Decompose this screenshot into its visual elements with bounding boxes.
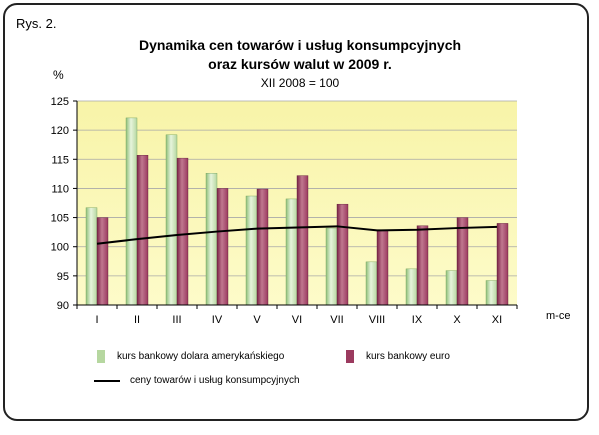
bar-usd	[205, 173, 218, 306]
bar-usd	[485, 280, 498, 306]
bar-eur	[416, 225, 429, 306]
bar-eur	[216, 188, 229, 306]
chart-subtitle: XII 2008 = 100	[260, 76, 340, 90]
bar-eur	[96, 217, 109, 306]
y-tick-label: 120	[51, 125, 69, 137]
legend-label-cpi: ceny towarów i usług konsumpcyjnych	[130, 375, 300, 386]
x-tick-label: XI	[492, 314, 502, 326]
y-axis-label: %	[53, 68, 64, 82]
x-tick-label: V	[253, 314, 261, 326]
bar-usd	[125, 117, 138, 306]
y-tick-label: 95	[57, 271, 69, 283]
x-tick-label: VI	[292, 314, 302, 326]
legend-swatch-cpi	[94, 379, 120, 382]
legend-swatch-usd	[97, 350, 105, 363]
x-tick-label: I	[95, 314, 98, 326]
legend-item-usd: kurs bankowy dolara amerykańskiego	[97, 350, 284, 363]
bar-eur	[456, 217, 469, 306]
bar-usd	[445, 270, 458, 306]
bar-eur	[296, 175, 309, 306]
bar-usd	[245, 195, 258, 306]
bar-eur	[336, 203, 349, 306]
bar-usd	[165, 134, 178, 306]
bar-eur	[136, 155, 149, 306]
bar-usd	[405, 268, 418, 306]
y-tick-label: 90	[57, 300, 69, 312]
x-tick-label: IX	[412, 314, 423, 326]
y-tick-label: 105	[51, 213, 69, 225]
bar-eur	[176, 157, 189, 306]
bar-eur	[376, 229, 389, 306]
legend-item-eur: kurs bankowy euro	[346, 350, 450, 363]
bar-eur	[256, 188, 269, 306]
legend-item-cpi: ceny towarów i usług konsumpcyjnych	[94, 375, 300, 386]
legend-label-eur: kurs bankowy euro	[366, 351, 450, 362]
y-tick-label: 125	[51, 96, 69, 108]
y-tick-label: 110	[51, 183, 69, 195]
bar-usd	[365, 261, 378, 306]
bar-usd	[85, 207, 98, 306]
chart-title-line1: Dynamika cen towarów i usług konsumpcyjn…	[138, 37, 462, 53]
bar-usd	[325, 227, 338, 306]
x-tick-label: II	[134, 314, 140, 326]
series-line-cpi	[96, 225, 498, 245]
x-tick-label: III	[172, 314, 181, 326]
x-tick-label: VIII	[369, 314, 386, 326]
x-tick-label: IV	[212, 314, 223, 326]
legend-label-usd: kurs bankowy dolara amerykańskiego	[117, 351, 285, 362]
chart-title-line2: oraz kursów walut w 2009 r.	[208, 56, 392, 72]
bar-usd	[285, 198, 298, 306]
x-tick-label: X	[453, 314, 461, 326]
x-axis-unit: m-ce	[546, 310, 571, 322]
legend-swatch-eur	[346, 350, 354, 363]
y-tick-label: 100	[51, 242, 69, 254]
x-tick-label: VII	[330, 314, 343, 326]
figure-label: Rys. 2.	[16, 16, 57, 31]
y-tick-label: 115	[51, 154, 69, 166]
bar-eur	[496, 223, 509, 306]
